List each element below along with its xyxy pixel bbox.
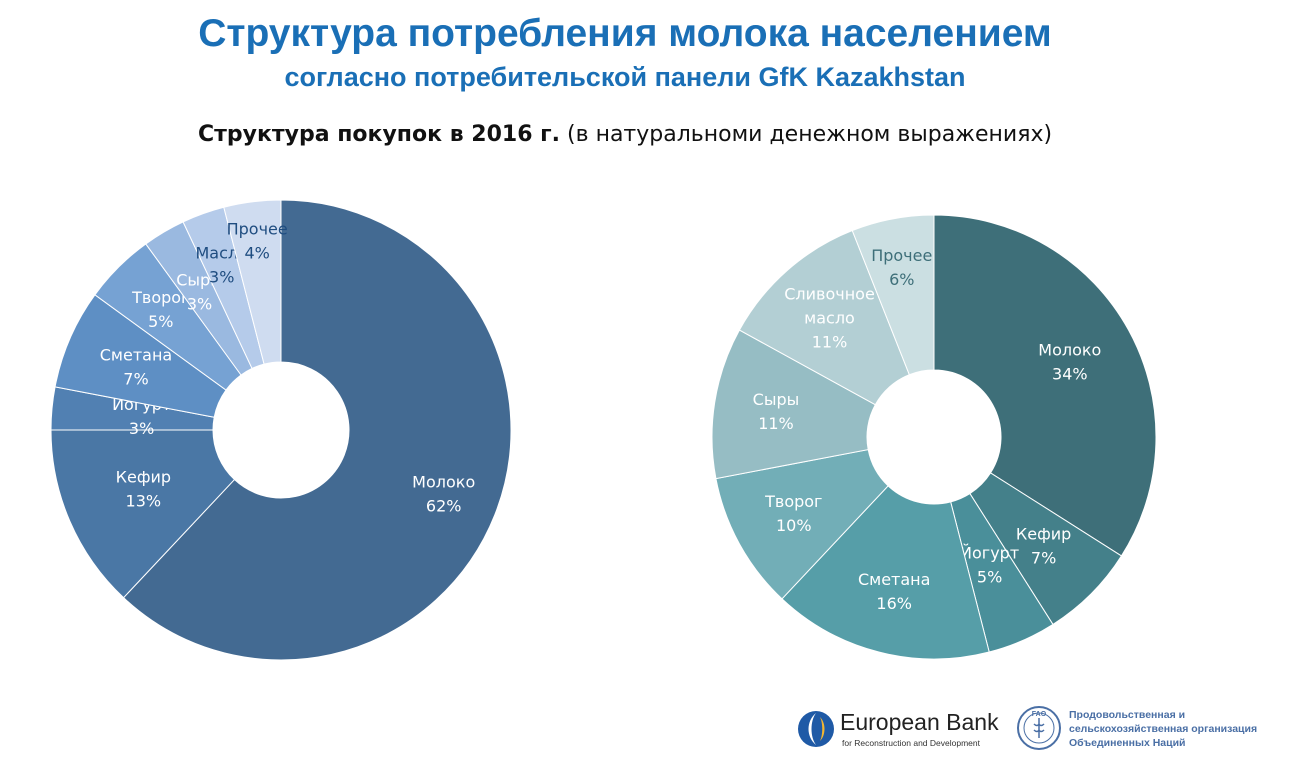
fao-logo-text: FAO <box>1032 711 1047 718</box>
slice-value-label: 5% <box>148 312 173 331</box>
slice-label-2: Кефир 7% <box>1016 525 1071 568</box>
fao-line-3: Объединенных Наций <box>1069 737 1186 749</box>
slice-value-label: 4% <box>244 243 269 262</box>
slice-value-label: 10% <box>776 516 812 535</box>
slice-value-label: 11% <box>758 414 794 433</box>
slice-value-label: 3% <box>187 294 212 313</box>
slice-category-label: масло <box>804 308 855 327</box>
pie-slice-4 <box>781 485 990 660</box>
slice-category-label: Сметана <box>858 570 930 589</box>
pie-slice-8 <box>851 214 935 376</box>
fao-line-2: сельскохозяйственная организация <box>1069 723 1258 735</box>
slice-value-label: 6% <box>889 270 914 289</box>
slice-category-label: Кефир <box>116 468 171 487</box>
slice-value-label: 5% <box>977 567 1002 586</box>
slice-category-label: Прочее <box>871 246 932 265</box>
chart-heading-bold: Структура покупок в 2016 г. <box>197 122 561 147</box>
slice-category-label: Молоко <box>412 472 475 491</box>
slice-value-label: 16% <box>876 594 912 613</box>
slice-label-6: Сыры 11% <box>753 390 800 433</box>
slice-category-label: Кефир <box>1016 525 1071 544</box>
ebrd-subtitle: for Reconstruction and Development <box>842 738 980 748</box>
fao-line-1: Продовольственная и <box>1069 709 1186 721</box>
slice-category-label: Прочее <box>227 219 288 238</box>
slice-category-label: Творог <box>131 288 189 307</box>
pie-slice-6 <box>711 329 876 480</box>
slice-value-label: 7% <box>123 369 148 388</box>
slice-label-5: Творог 10% <box>764 492 822 535</box>
slice-value-label: 13% <box>126 492 162 511</box>
pie-slice-1 <box>122 199 512 661</box>
slice-label-5: Творог 5% <box>131 288 189 331</box>
slice-label-2: Кефир 13% <box>116 468 171 511</box>
slice-label-1: Молоко 62% <box>412 472 475 515</box>
slice-label-8: Прочее 6% <box>871 246 932 289</box>
ebrd-name: European Bank <box>840 709 999 735</box>
pie-slice-8 <box>223 199 282 365</box>
page-subtitle: согласно потребительской панели GfK Kaza… <box>284 62 966 92</box>
pie-slice-2 <box>50 429 236 599</box>
slice-label-4: Сметана 7% <box>100 345 172 388</box>
slice-value-label: 62% <box>426 496 462 515</box>
slice-category-label: Молоко <box>1038 340 1101 359</box>
slice-category-label: Сыры <box>753 390 800 409</box>
slice-category-label: Сметана <box>100 345 172 364</box>
slice-label-3: Йогурт 5% <box>960 543 1019 586</box>
slice-value-label: 3% <box>209 267 234 286</box>
slice-label-8: Прочее 4% <box>227 219 288 262</box>
fao-name: Продовольственная и сельскохозяйственная… <box>1069 708 1257 750</box>
slice-value-label: 3% <box>129 419 154 438</box>
slice-value-label: 11% <box>812 332 848 351</box>
slice-category-label: Творог <box>764 492 822 511</box>
pie-slice-1 <box>933 214 1157 557</box>
ebrd-logo: European Bank for Reconstruction and Dev… <box>796 705 1001 753</box>
slice-value-label: 7% <box>1031 549 1056 568</box>
ebrd-emblem-icon <box>798 711 834 747</box>
pie-slice-7 <box>738 229 910 406</box>
slice-label-4: Сметана 16% <box>858 570 930 613</box>
slice-label-7: Сливочное масло 11% <box>784 284 875 351</box>
slice-label-1: Молоко 34% <box>1038 340 1101 383</box>
fao-emblem-icon: FAO <box>1017 706 1061 750</box>
chart-heading-rest: (в натуральноми денежном выражениях) <box>560 122 1053 147</box>
slice-category-label: Йогурт <box>960 543 1019 562</box>
pie-slice-5 <box>715 448 889 600</box>
slice-value-label: 34% <box>1052 364 1088 383</box>
chart-heading: Структура покупок в 2016 г. (в натуральн… <box>0 122 1250 147</box>
page-title: Структура потребления молока населением <box>198 12 1052 55</box>
slice-category-label: Сливочное <box>784 284 875 303</box>
fao-logo: FAO Продовольственная и сельскохозяйстве… <box>1015 702 1295 758</box>
